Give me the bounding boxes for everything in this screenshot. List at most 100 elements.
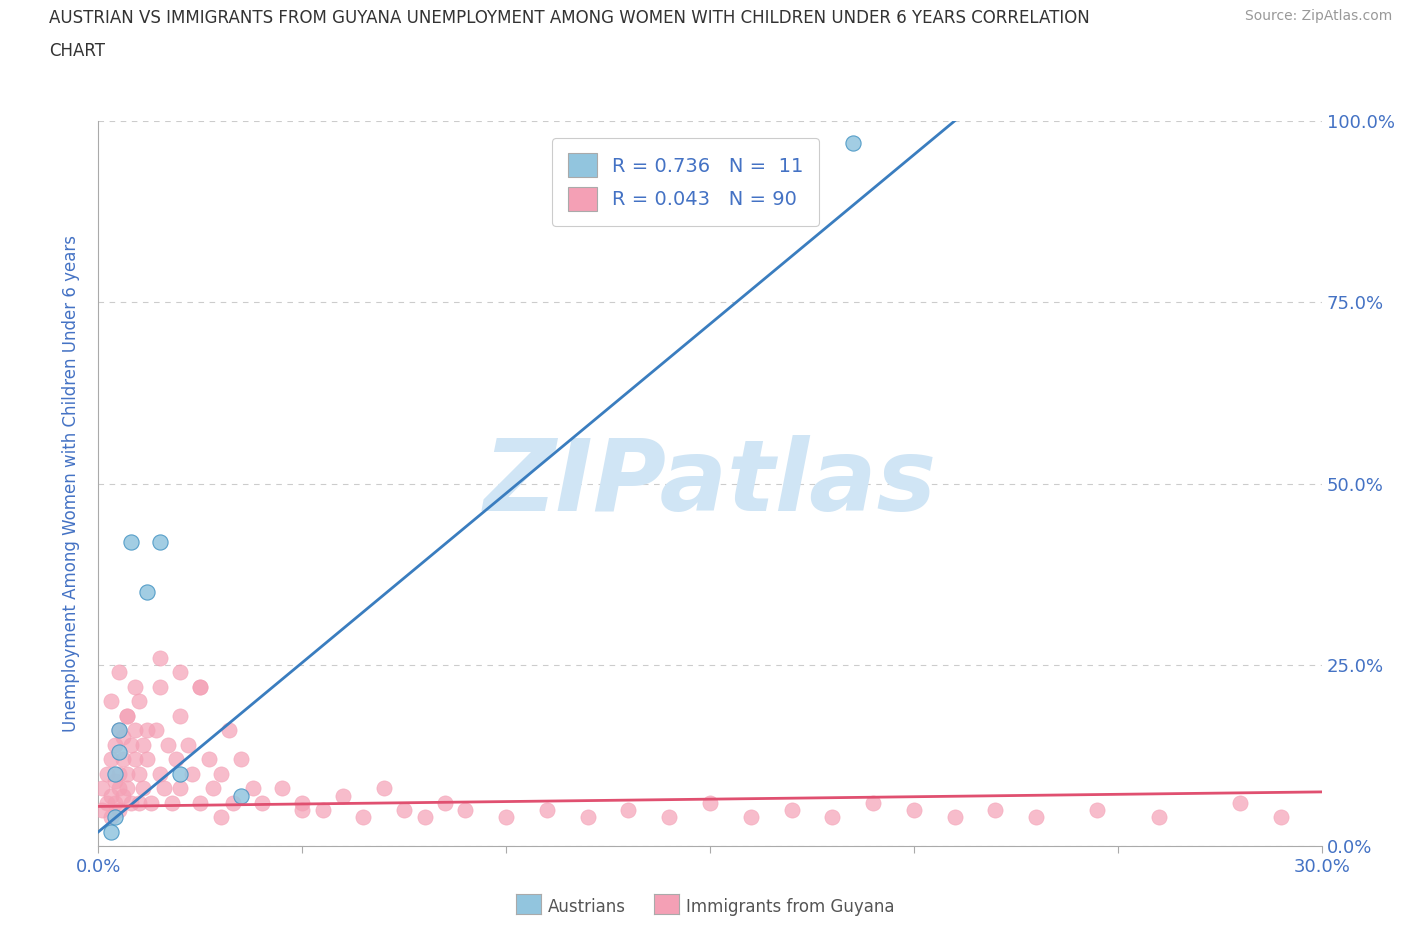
Point	[149, 679, 172, 694]
Point	[141, 795, 163, 810]
Point	[108, 745, 131, 760]
Point	[132, 781, 155, 796]
Point	[169, 709, 191, 724]
Point	[108, 665, 131, 680]
Point	[115, 709, 138, 724]
Point	[136, 751, 159, 766]
Point	[96, 795, 118, 810]
Point	[111, 730, 134, 745]
Point	[120, 737, 142, 752]
Point	[242, 781, 264, 796]
Point	[1025, 810, 1047, 825]
Point	[149, 650, 172, 665]
Point	[111, 751, 134, 766]
Point	[1270, 810, 1292, 825]
Point	[197, 751, 219, 766]
Point	[128, 795, 150, 810]
Point	[165, 751, 187, 766]
Point	[231, 788, 253, 803]
Text: AUSTRIAN VS IMMIGRANTS FROM GUYANA UNEMPLOYMENT AMONG WOMEN WITH CHILDREN UNDER : AUSTRIAN VS IMMIGRANTS FROM GUYANA UNEMP…	[49, 9, 1090, 27]
Point	[209, 766, 232, 781]
Point	[111, 788, 134, 803]
Point	[104, 737, 127, 752]
Point	[270, 781, 294, 796]
Point	[413, 810, 436, 825]
Point	[104, 795, 127, 810]
Point	[124, 751, 146, 766]
Point	[1147, 810, 1170, 825]
Point	[373, 781, 395, 796]
Point	[156, 737, 179, 752]
Point	[128, 766, 150, 781]
Point	[434, 795, 457, 810]
Point	[1085, 803, 1108, 817]
Point	[862, 795, 884, 810]
Point	[100, 751, 122, 766]
Point	[124, 723, 146, 737]
Point	[181, 766, 204, 781]
Point	[699, 795, 721, 810]
Point	[169, 665, 191, 680]
Point	[136, 585, 159, 600]
Point	[821, 810, 844, 825]
Point	[108, 803, 131, 817]
Point	[108, 781, 131, 796]
Point	[250, 795, 273, 810]
Point	[100, 810, 122, 825]
Text: Austrians: Austrians	[548, 897, 626, 916]
Point	[984, 803, 1007, 817]
Y-axis label: Unemployment Among Women with Children Under 6 years: Unemployment Among Women with Children U…	[62, 235, 80, 732]
Point	[188, 679, 212, 694]
Point	[312, 803, 335, 817]
Point	[108, 723, 131, 737]
Point	[128, 694, 150, 709]
Point	[115, 709, 138, 724]
Legend: R = 0.736   N =  11, R = 0.043   N = 90: R = 0.736 N = 11, R = 0.043 N = 90	[553, 138, 820, 226]
Point	[136, 723, 159, 737]
Point	[108, 766, 131, 781]
Point	[152, 781, 174, 796]
Point	[188, 679, 212, 694]
Point	[132, 737, 155, 752]
Point	[145, 723, 167, 737]
Point	[332, 788, 354, 803]
Point	[169, 781, 191, 796]
Point	[352, 810, 374, 825]
Point	[149, 766, 172, 781]
Point	[91, 781, 114, 796]
Point	[780, 803, 803, 817]
Point	[291, 795, 314, 810]
Text: Source: ZipAtlas.com: Source: ZipAtlas.com	[1244, 9, 1392, 23]
Point	[120, 795, 142, 810]
Point	[100, 788, 122, 803]
Text: CHART: CHART	[49, 42, 105, 60]
Point	[120, 534, 142, 549]
Point	[201, 781, 224, 796]
Point	[291, 803, 314, 817]
Text: ZIPatlas: ZIPatlas	[484, 435, 936, 532]
Point	[104, 774, 127, 789]
Point	[96, 766, 118, 781]
Point	[231, 751, 253, 766]
Point	[658, 810, 681, 825]
Point	[1229, 795, 1251, 810]
Point	[222, 795, 245, 810]
Point	[617, 803, 640, 817]
Point	[100, 824, 122, 839]
Point	[104, 810, 127, 825]
Point	[91, 803, 114, 817]
Point	[177, 737, 200, 752]
Point	[100, 694, 122, 709]
Point	[943, 810, 966, 825]
Point	[160, 795, 183, 810]
Point	[218, 723, 240, 737]
Point	[454, 803, 477, 817]
Text: Immigrants from Guyana: Immigrants from Guyana	[686, 897, 894, 916]
Point	[841, 135, 863, 150]
Point	[115, 766, 138, 781]
Point	[536, 803, 558, 817]
Point	[108, 723, 131, 737]
Point	[169, 766, 191, 781]
Point	[149, 534, 172, 549]
Point	[188, 795, 212, 810]
